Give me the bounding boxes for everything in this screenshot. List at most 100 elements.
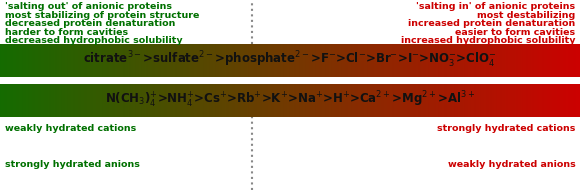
Bar xyxy=(68,44,70,77)
Bar xyxy=(509,84,511,117)
Bar xyxy=(445,44,447,77)
Bar xyxy=(448,44,450,77)
Bar xyxy=(422,44,424,77)
Bar xyxy=(397,44,399,77)
Bar xyxy=(342,44,344,77)
Bar xyxy=(218,84,219,117)
Bar xyxy=(77,44,79,77)
Bar xyxy=(174,44,176,77)
Bar xyxy=(467,44,469,77)
Bar xyxy=(376,44,378,77)
Bar xyxy=(384,44,386,77)
Bar xyxy=(99,84,101,117)
Bar xyxy=(319,44,321,77)
Bar xyxy=(554,84,556,117)
Bar xyxy=(502,84,503,117)
Bar xyxy=(471,44,473,77)
Bar xyxy=(370,44,372,77)
Bar xyxy=(328,84,329,117)
Bar xyxy=(519,44,521,77)
Bar xyxy=(23,84,26,117)
Bar xyxy=(206,84,208,117)
Bar xyxy=(481,84,483,117)
Bar xyxy=(285,84,288,117)
Bar xyxy=(229,44,231,77)
Bar xyxy=(169,84,172,117)
Bar xyxy=(376,84,378,117)
Bar xyxy=(49,44,52,77)
Bar xyxy=(233,44,235,77)
Bar xyxy=(545,44,547,77)
Bar xyxy=(566,84,567,117)
Bar xyxy=(260,44,262,77)
Bar xyxy=(415,84,416,117)
Bar xyxy=(0,84,2,117)
Bar xyxy=(326,84,328,117)
Bar xyxy=(390,44,392,77)
Bar xyxy=(278,44,281,77)
Bar xyxy=(232,44,234,77)
Bar xyxy=(425,44,427,77)
Bar xyxy=(232,84,234,117)
Bar xyxy=(403,44,405,77)
Bar xyxy=(386,84,387,117)
Bar xyxy=(267,44,269,77)
Bar xyxy=(488,84,491,117)
Bar xyxy=(264,44,266,77)
Bar xyxy=(103,84,105,117)
Bar xyxy=(6,84,8,117)
Bar xyxy=(72,84,74,117)
Text: N(CH$_{3}$)$_{4}^{+}$>NH$_{4}^{+}$>Cs$^{+}$>Rb$^{+}$>K$^{+}$>Na$^{+}$>H$^{+}$>Ca: N(CH$_{3}$)$_{4}^{+}$>NH$_{4}^{+}$>Cs$^{… xyxy=(105,90,475,110)
Bar xyxy=(78,84,80,117)
Bar xyxy=(545,84,547,117)
Bar xyxy=(177,44,179,77)
Bar xyxy=(499,84,501,117)
Bar xyxy=(215,44,217,77)
Bar xyxy=(409,44,411,77)
Bar xyxy=(144,44,146,77)
Bar xyxy=(53,84,56,117)
Bar xyxy=(68,84,70,117)
Bar xyxy=(372,44,375,77)
Bar xyxy=(428,84,430,117)
Bar xyxy=(425,84,427,117)
Bar xyxy=(372,84,375,117)
Bar xyxy=(162,84,165,117)
Bar xyxy=(324,44,325,77)
Bar xyxy=(341,44,343,77)
Bar xyxy=(138,44,140,77)
Bar xyxy=(44,44,45,77)
Bar xyxy=(61,84,63,117)
Bar xyxy=(339,44,341,77)
Bar xyxy=(355,44,357,77)
Bar xyxy=(522,44,524,77)
Bar xyxy=(384,84,386,117)
Bar xyxy=(397,84,399,117)
Bar xyxy=(80,84,82,117)
Bar xyxy=(223,84,225,117)
Bar xyxy=(49,84,52,117)
Bar xyxy=(549,44,552,77)
Bar xyxy=(354,44,356,77)
Bar xyxy=(104,44,107,77)
Bar xyxy=(290,44,292,77)
Bar xyxy=(434,44,436,77)
Bar xyxy=(206,44,208,77)
Bar xyxy=(36,84,38,117)
Bar xyxy=(142,84,144,117)
Bar xyxy=(463,84,465,117)
Bar xyxy=(72,44,74,77)
Bar xyxy=(212,84,213,117)
Bar xyxy=(354,84,356,117)
Bar xyxy=(181,84,183,117)
Bar xyxy=(174,84,176,117)
Bar xyxy=(560,44,561,77)
Bar xyxy=(303,44,305,77)
Bar xyxy=(251,84,253,117)
Bar xyxy=(364,44,366,77)
Bar xyxy=(415,44,416,77)
Bar xyxy=(244,44,246,77)
Bar xyxy=(488,44,491,77)
Bar xyxy=(539,44,541,77)
Bar xyxy=(122,84,124,117)
